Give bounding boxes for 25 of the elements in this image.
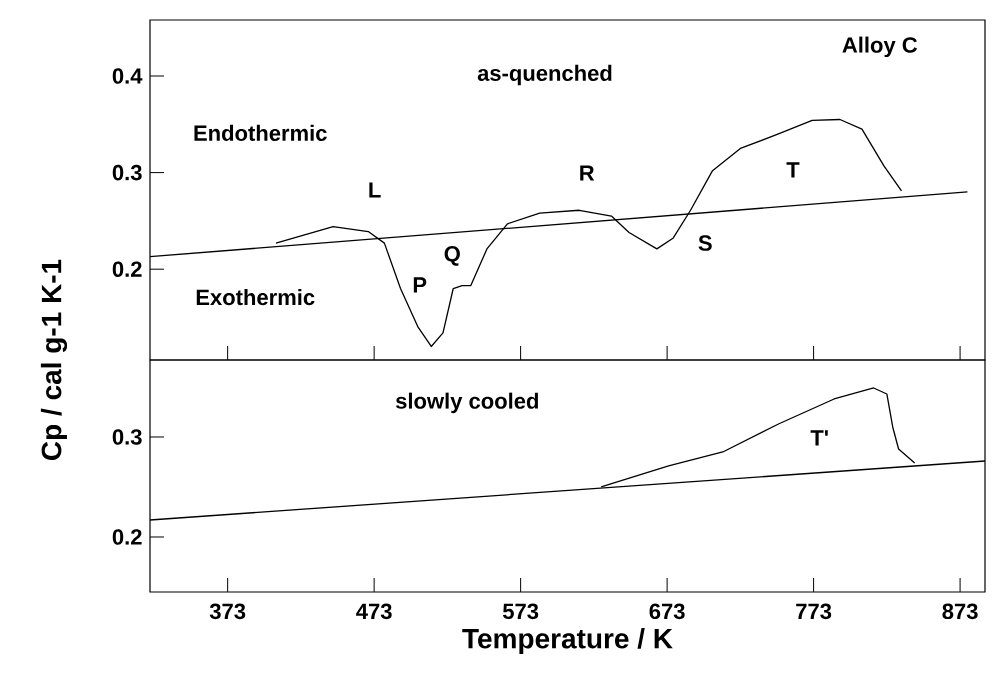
- annotation: S: [698, 235, 712, 251]
- annotation: Alloy C: [842, 36, 918, 58]
- y-tick-label: 0.3: [112, 429, 142, 445]
- annotation: Exothermic: [196, 289, 315, 306]
- annotation: R: [580, 165, 595, 181]
- y-tick-label: 0.2: [112, 261, 142, 277]
- x-tick-label: 773: [796, 603, 832, 620]
- x-axis-title: Temperature / K: [462, 628, 673, 655]
- y-axis-title: Cp / cal g-1 K-1: [40, 259, 68, 460]
- x-tick-label: 573: [502, 603, 539, 620]
- annotation: L: [369, 182, 381, 198]
- annotation: T': [810, 430, 828, 446]
- annotation: Q: [444, 246, 460, 266]
- x-tick-label: 373: [209, 603, 246, 620]
- x-tick-label: 673: [649, 603, 685, 620]
- annotation: T: [786, 162, 800, 178]
- x-tick-label: 873: [942, 603, 978, 620]
- annotation: as-quenched: [477, 64, 612, 86]
- y-tick-label: 0.3: [112, 164, 142, 181]
- y-tick-label: 0.4: [112, 68, 143, 84]
- x-tick-label: 473: [356, 603, 392, 620]
- annotation: P: [413, 277, 427, 293]
- annotation: slowly cooled: [395, 392, 538, 414]
- annotation: Endothermic: [194, 124, 327, 141]
- y-tick-label: 0.2: [112, 529, 142, 545]
